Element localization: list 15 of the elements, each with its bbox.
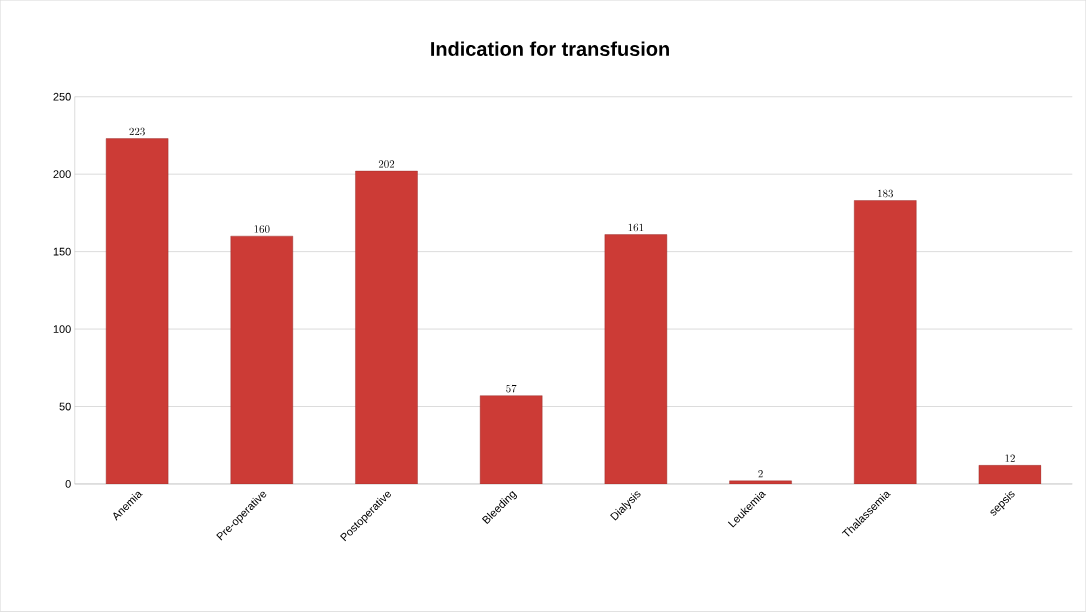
y-tick-label: 200 — [53, 170, 71, 179]
y-tick-label: 50 — [59, 402, 71, 411]
y-tick-label: 250 — [53, 93, 71, 101]
data-label: 183 — [878, 189, 893, 198]
chart-title: Indication for transfusion — [431, 41, 669, 57]
data-label: 223 — [129, 127, 145, 136]
y-tick-label: 100 — [53, 325, 71, 334]
y-tick-label: 150 — [53, 247, 71, 256]
y-tick-label: 0 — [65, 480, 71, 488]
data-label: 2 — [758, 470, 763, 478]
data-label: 12 — [1005, 454, 1015, 462]
data-label: 57 — [506, 384, 517, 393]
data-label: 161 — [628, 223, 644, 232]
data-label: 202 — [378, 160, 395, 168]
data-label: 160 — [254, 225, 270, 233]
